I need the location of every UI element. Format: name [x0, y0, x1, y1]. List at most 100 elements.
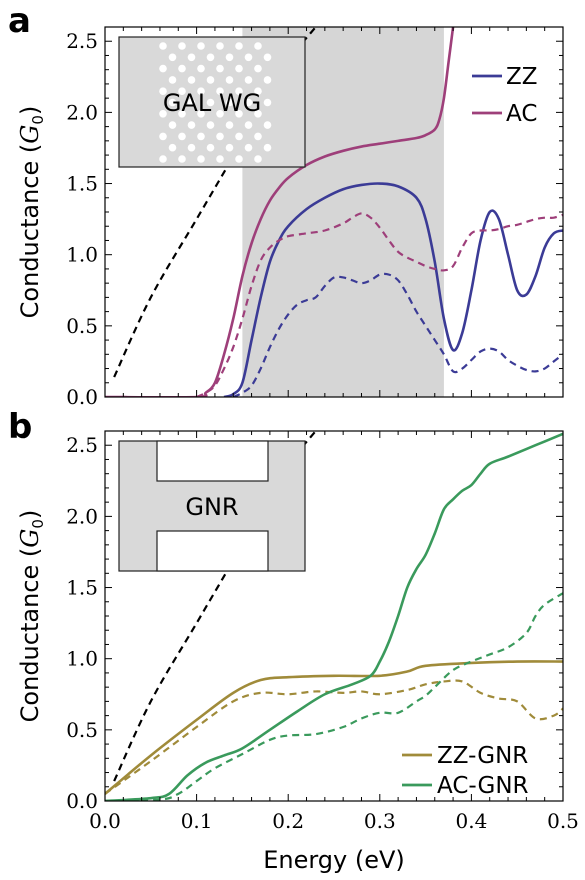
- hole-dot: [168, 98, 177, 107]
- x-tick-label: 0.1: [181, 809, 213, 833]
- hole-dot: [235, 110, 243, 118]
- hole-dot: [187, 121, 196, 129]
- y-tick-label: 0.0: [66, 385, 98, 409]
- hole-dot: [254, 155, 262, 163]
- hole-dot: [178, 42, 186, 50]
- hole-dot: [178, 64, 186, 73]
- y-tick-label: 2.5: [66, 433, 98, 457]
- series-line-ac-gnr-dashed: [105, 592, 563, 801]
- hole-dot: [263, 98, 272, 107]
- legend: ZZ-GNR AC-GNR: [402, 743, 529, 799]
- legend-label: ZZ: [506, 64, 538, 90]
- hole-dot: [159, 42, 167, 50]
- hole-dot: [178, 155, 186, 163]
- hole-dot: [235, 87, 243, 95]
- hole-dot: [206, 76, 215, 84]
- hole-dot: [263, 53, 272, 62]
- inset-label: GAL WG: [163, 89, 261, 117]
- inset-label: GNR: [185, 493, 238, 521]
- y-tick-label: 2.0: [66, 504, 98, 528]
- hole-dot: [197, 64, 205, 73]
- legend: ZZ AC: [472, 64, 538, 127]
- hole-dot: [159, 132, 167, 141]
- series-line-linear-dashed: [113, 431, 317, 782]
- hole-dot: [244, 98, 253, 107]
- tick-marks: [104, 26, 564, 398]
- hole-dot: [225, 98, 234, 107]
- hole-dot: [178, 110, 186, 118]
- hole-dot: [254, 132, 262, 141]
- x-tick-label: 0.3: [364, 809, 396, 833]
- panel-a: GAL WG 0.0 0.5 1.0 1.5 2.0 2.5 Conductance (G0)…: [8, 1, 564, 409]
- y-tick-label: 0.5: [66, 314, 98, 338]
- hole-dot: [254, 87, 262, 95]
- hole-dot: [159, 155, 167, 163]
- hole-dot: [263, 143, 272, 152]
- x-tick-label: 0.0: [89, 809, 121, 833]
- hole-dot: [225, 143, 234, 152]
- hole-dot: [197, 155, 205, 163]
- hole-dot: [168, 76, 177, 84]
- hole-dot: [244, 53, 253, 62]
- series-group: [105, 431, 563, 801]
- y-axis-label: Conductance (G0): [16, 510, 47, 723]
- ribbon-notch-bottom: [156, 530, 269, 572]
- hole-dot: [168, 143, 177, 152]
- y-tick-label: 2.5: [66, 29, 98, 53]
- hole-dot: [244, 121, 253, 129]
- x-axis-label: Energy (eV): [263, 846, 405, 874]
- hole-dot: [168, 121, 177, 129]
- hole-dot: [159, 87, 167, 95]
- series-line-zz-dashed: [232, 272, 563, 397]
- ribbon-notch-top: [156, 440, 269, 482]
- series-line-ac-gnr: [105, 432, 563, 801]
- hole-dot: [216, 132, 224, 141]
- hole-dot: [197, 42, 205, 50]
- x-tick-label: 0.4: [455, 809, 487, 833]
- hole-dot: [263, 121, 272, 129]
- hole-dot: [187, 98, 196, 107]
- legend-label: AC: [506, 101, 537, 127]
- hole-lattice: [159, 42, 272, 163]
- hole-dot: [197, 132, 205, 141]
- hole-dot: [225, 53, 234, 62]
- panel-label: b: [8, 407, 32, 447]
- series-line-zz: [223, 182, 563, 397]
- hole-dot: [168, 53, 177, 62]
- hole-dot: [187, 143, 196, 152]
- hole-dot: [235, 132, 243, 141]
- series-line-ac-dashed: [196, 212, 563, 397]
- panel-b: GNR 0.0 0.5 1.0 1.5 2.0 2.5 0.0 0.1 0.2 0.3 0.4 0.5 E…: [8, 407, 579, 874]
- y-axis-label: Conductance (G0): [16, 106, 47, 319]
- series-line-zz-gnr: [105, 660, 563, 795]
- hole-dot: [206, 53, 215, 62]
- inset-gnr: GNR: [118, 440, 306, 572]
- inset-gal-wg: GAL WG: [118, 36, 306, 168]
- hole-dot: [263, 76, 272, 84]
- hole-dot: [216, 64, 224, 73]
- x-tick-label: 0.5: [547, 809, 579, 833]
- y-tick-label: 1.0: [66, 647, 98, 671]
- series-line-ac: [105, 27, 455, 397]
- hole-dot: [178, 87, 186, 95]
- tick-marks: [104, 430, 564, 802]
- hole-dot: [187, 76, 196, 84]
- y-tick-label: 1.0: [66, 243, 98, 267]
- y-tick-label: 1.5: [66, 172, 98, 196]
- hole-dot: [197, 87, 205, 95]
- y-tick-label: 2.0: [66, 100, 98, 124]
- hole-dot: [216, 42, 224, 50]
- hole-dot: [216, 110, 224, 118]
- legend-label: ZZ-GNR: [437, 743, 528, 769]
- hole-dot: [235, 155, 243, 163]
- hole-dot: [159, 110, 167, 118]
- series-line-linear-dashed: [113, 27, 317, 378]
- y-tick-label: 0.5: [66, 718, 98, 742]
- x-tick-label: 0.2: [272, 809, 304, 833]
- panel-label: a: [8, 1, 31, 41]
- series-line-zz-gnr-dashed: [105, 679, 563, 795]
- hole-dot: [216, 155, 224, 163]
- y-tick-label: 1.5: [66, 576, 98, 600]
- hole-dot: [244, 76, 253, 84]
